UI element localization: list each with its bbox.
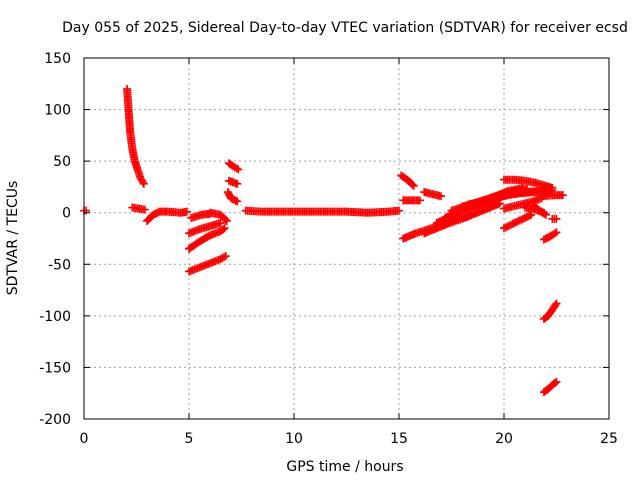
x-tick-label: 20 [495,431,513,447]
x-axis-label: GPS time / hours [286,459,403,475]
data-point-arc-late [548,183,557,192]
data-point-arc-late [551,378,560,387]
data-point-arc-5h [220,253,228,262]
x-tick-label: 0 [80,431,89,447]
data-point-arc-15h [408,180,417,189]
data-point-arc-late [552,214,561,223]
data-point-arc-5h [233,197,242,206]
axis-ticks: 0 5 10 15 20 25 150 100 50 0 -50 -100 -150 -200 [39,51,618,447]
data-point-arc-5h [234,165,243,174]
plot-frame [83,57,610,420]
data-points [80,84,567,397]
y-tick-label: 150 [44,51,71,67]
data-point-arc-15h [416,196,424,205]
y-tick-label: -50 [48,257,71,273]
data-point-start [82,206,91,215]
data-point-arc-late [515,216,524,225]
data-point-arc-late [542,210,550,219]
data-point-arc-late [552,228,561,237]
x-tick-label: 15 [390,431,408,447]
x-tick-label: 25 [600,431,618,447]
grid-lines [84,58,609,419]
data-point-arc-5h [221,215,230,224]
y-tick-label: 0 [62,206,71,222]
data-point-arc-early [139,179,148,188]
y-tick-label: -200 [39,412,71,428]
data-point-arc-early [182,207,191,216]
data-point-arc-5h [219,225,228,234]
data-point-arc-5h [216,219,225,228]
data-point-arc-late [510,219,519,228]
data-point-arc-late [503,222,512,231]
y-tick-label: -150 [39,360,71,376]
data-point-arc-mid [395,206,403,215]
y-tick-label: 50 [53,154,71,170]
data-point-arc-15h [437,192,445,201]
data-point-arc-late [540,209,549,218]
data-point-arc-5h [220,224,229,233]
data-point-arc-late [512,218,521,227]
data-point-arc-late [552,377,561,386]
data-point-arc-late [505,221,514,230]
data-point-arc-early [140,205,149,214]
data-point-arc-late [507,220,515,229]
data-point-arc-late [517,215,526,224]
x-tick-label: 5 [185,431,194,447]
data-point-arc-5h [221,252,230,261]
data-point-arc-late [551,301,560,310]
data-point-arc-late [500,224,508,233]
data-point-arc-early [138,178,147,187]
y-tick-label: 100 [44,103,71,119]
y-axis-label: SDTVAR / TECUs [5,181,21,296]
data-point-arc-5h [233,179,242,188]
data-point-arc-5h [232,164,241,173]
data-point-arc-5h [222,216,231,225]
data-point-arc-late [508,219,517,228]
x-tick-label: 10 [285,431,303,447]
data-point-arc-late [552,299,561,308]
data-point-arc-late [514,217,522,226]
data-point-arc-15h [409,181,418,190]
y-tick-label: -100 [39,309,71,325]
chart-title: Day 055 of 2025, Sidereal Day-to-day VTE… [62,20,628,36]
data-point-arc-late [501,223,510,232]
data-point-arc-late [550,229,559,238]
data-point-arc-late [558,191,567,200]
